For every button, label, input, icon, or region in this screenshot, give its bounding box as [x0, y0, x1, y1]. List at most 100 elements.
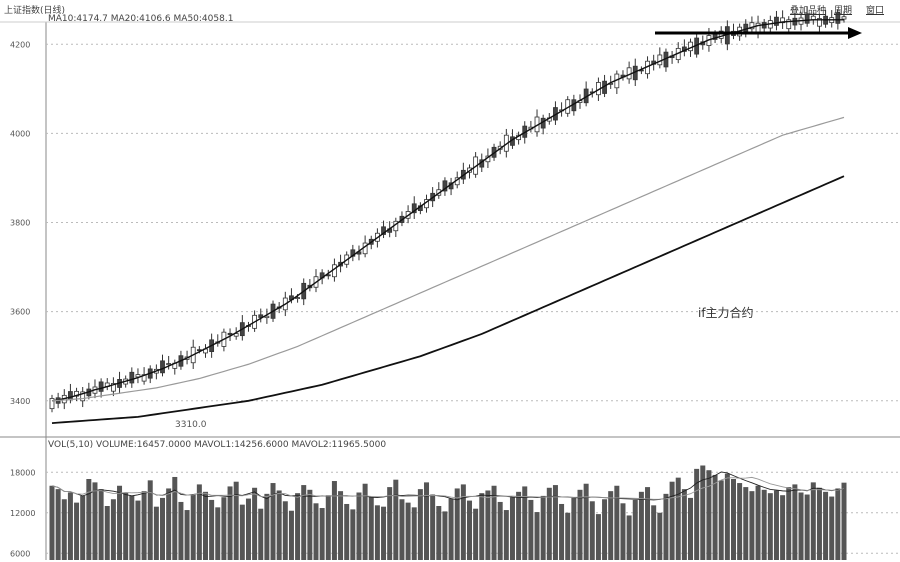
candle-body	[688, 41, 693, 52]
volume-bar	[645, 487, 651, 560]
volume-bar	[589, 501, 595, 560]
volume-bar	[221, 497, 227, 560]
low-price-label: 3310.0	[175, 420, 207, 430]
volume-bar	[331, 481, 337, 560]
candle-body	[110, 383, 116, 392]
volume-bar	[430, 494, 436, 560]
trend-arrow-head	[848, 27, 862, 39]
period-button[interactable]: 周期	[834, 6, 853, 16]
candle-body	[129, 371, 135, 384]
volume-bar	[669, 481, 675, 560]
volume-bar	[61, 499, 67, 560]
volume-bar	[307, 489, 313, 560]
volume-bar	[110, 499, 116, 560]
volume-bar	[135, 500, 141, 560]
volume-bar	[399, 499, 405, 560]
candle-body	[227, 332, 233, 336]
volume-bar	[417, 489, 423, 560]
volume-bar	[786, 487, 792, 560]
volume-bar	[626, 515, 632, 560]
volume-bar	[448, 498, 454, 560]
volume-bar	[288, 510, 294, 560]
volume-bar	[442, 511, 448, 560]
volume-bar	[583, 483, 589, 560]
candle-body	[381, 226, 386, 235]
volume-bar	[301, 485, 307, 560]
volume-bar	[577, 489, 583, 560]
volume-bar	[233, 481, 239, 560]
volume-bar	[123, 492, 129, 560]
candle-body	[80, 391, 86, 402]
volume-bar	[184, 510, 190, 560]
volume-bar	[104, 506, 110, 560]
volume-bar	[190, 494, 196, 560]
volume-bar	[202, 491, 208, 560]
volume-bar	[454, 488, 460, 560]
volume-bar	[816, 487, 822, 560]
volume-bar	[638, 491, 644, 560]
volume-bar	[387, 487, 393, 560]
volume-bar	[381, 506, 387, 560]
candle-body	[786, 19, 792, 30]
volume-bar	[712, 474, 718, 560]
volume-bar	[491, 485, 497, 560]
volume-bar	[466, 500, 472, 560]
candle-body	[295, 297, 300, 299]
volume-bar	[540, 495, 546, 560]
volume-bar	[252, 487, 258, 560]
volume-bar	[160, 497, 166, 560]
volume-bar	[276, 490, 282, 560]
contract-label: if主力合约	[698, 306, 754, 320]
volume-bar	[295, 493, 301, 560]
volume-bar	[313, 503, 319, 560]
volume-bar	[117, 485, 123, 560]
volume-bar	[595, 514, 601, 560]
volume-bar	[485, 490, 491, 560]
volume-bar	[436, 506, 442, 560]
price-tick-label: 3400	[10, 397, 30, 406]
ma-line-ma10	[51, 19, 844, 402]
volume-bar	[706, 470, 712, 560]
overlay-button[interactable]: 叠加品种	[790, 6, 827, 16]
volume-bar	[129, 495, 135, 560]
volume-ma5-line	[51, 471, 845, 501]
volume-bar	[264, 493, 270, 560]
volume-bar	[608, 491, 614, 560]
volume-bar	[761, 489, 767, 560]
volume-bar	[245, 498, 251, 560]
volume-bar	[767, 493, 773, 560]
volume-ma10-line	[51, 476, 845, 500]
candle-body	[780, 17, 786, 24]
candle-body	[718, 30, 724, 39]
volume-bar	[374, 505, 380, 560]
volume-bar	[724, 473, 730, 560]
volume-bar	[528, 499, 534, 560]
volume-bar	[835, 488, 841, 560]
candle-body	[835, 12, 841, 24]
volume-tick-label: 12000	[10, 509, 35, 518]
volume-bar	[632, 499, 638, 560]
volume-bar	[730, 479, 736, 560]
volume-tick-label: 6000	[10, 549, 30, 558]
volume-bar	[743, 487, 749, 560]
candle-body	[817, 18, 822, 27]
candle-body	[160, 360, 165, 374]
volume-bar	[356, 492, 362, 560]
price-tick-label: 4200	[10, 40, 30, 49]
volume-bar	[460, 484, 466, 560]
ma-line-ma20	[51, 116, 845, 402]
volume-bar	[368, 496, 374, 560]
volume-tick-label: 18000	[10, 468, 35, 477]
volume-bar	[325, 495, 331, 560]
candle-body	[68, 391, 73, 401]
volume-bar	[681, 489, 687, 560]
volume-bar	[350, 509, 356, 560]
window-button[interactable]: 窗口	[866, 6, 885, 16]
candle-body	[258, 314, 264, 318]
volume-bar	[571, 497, 577, 560]
volume-bar	[841, 482, 847, 560]
volume-bar	[239, 504, 245, 560]
volume-bar	[141, 491, 147, 560]
